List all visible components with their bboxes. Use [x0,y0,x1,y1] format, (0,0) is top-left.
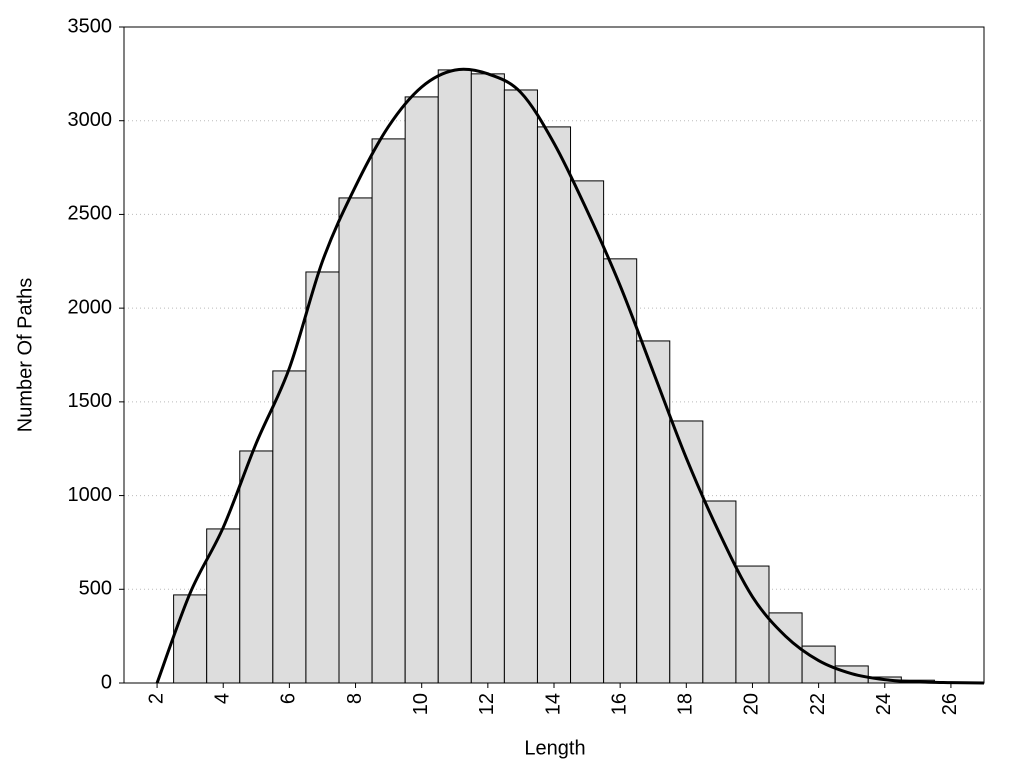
density-curve [155,67,985,685]
bar [371,138,406,684]
bar [603,258,638,684]
bar [305,271,340,684]
x-tick-label: 26 [939,693,961,715]
bar [272,370,307,684]
bar [404,96,439,684]
bar [636,340,671,684]
x-tick-label: 10 [410,693,432,715]
x-tick-label: 20 [741,693,763,715]
x-tick-label: 12 [476,693,498,715]
y-tick-label: 500 [79,578,112,600]
y-tick-label: 3500 [68,15,113,37]
bar [437,69,472,684]
bar [173,594,208,684]
y-axis-label: Number Of Paths [14,278,36,433]
y-tick-label: 1000 [68,484,113,506]
bar [470,73,505,684]
x-tick-label: 4 [212,693,234,704]
bar [503,89,538,684]
bar [338,197,373,684]
y-tick-label: 2500 [68,203,113,225]
plot-frame [123,26,985,684]
y-tick-label: 0 [101,671,112,693]
bar [536,126,572,684]
x-tick-label: 16 [608,693,630,715]
x-tick-label: 6 [278,693,300,704]
bar [669,420,704,684]
y-tick-label: 3000 [68,109,113,131]
x-tick-label: 8 [344,693,366,704]
bar [570,180,605,684]
bar [206,528,241,684]
x-tick-label: 14 [542,693,564,715]
bar [239,450,274,684]
x-tick-label: 18 [675,693,697,715]
y-tick-label: 2000 [68,296,113,318]
bar [702,500,737,684]
y-tick-label: 1500 [68,390,113,412]
x-tick-label: 24 [873,693,895,715]
x-axis-label: Length [524,737,585,759]
x-tick-label: 22 [807,693,829,715]
x-tick-label: 2 [145,693,167,704]
bar [735,565,770,684]
